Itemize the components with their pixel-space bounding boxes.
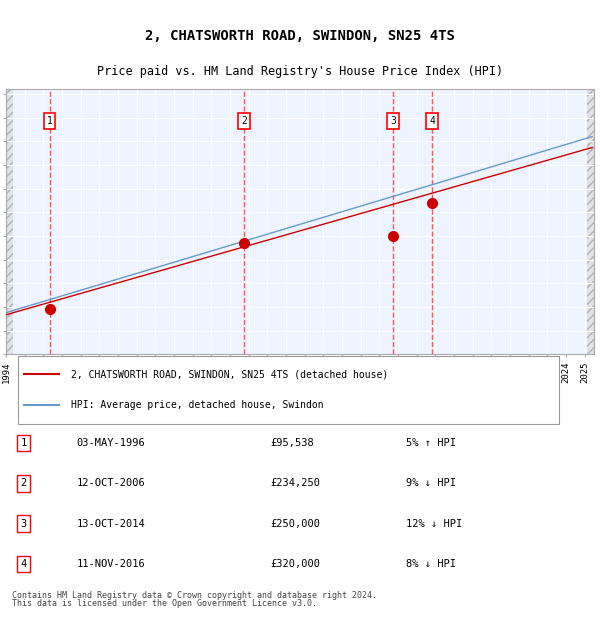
Text: 3: 3 (391, 116, 396, 126)
Text: 2, CHATSWORTH ROAD, SWINDON, SN25 4TS: 2, CHATSWORTH ROAD, SWINDON, SN25 4TS (145, 29, 455, 43)
FancyBboxPatch shape (18, 356, 559, 423)
Text: 8% ↓ HPI: 8% ↓ HPI (406, 559, 456, 569)
Text: Price paid vs. HM Land Registry's House Price Index (HPI): Price paid vs. HM Land Registry's House … (97, 64, 503, 78)
Bar (587, 89, 595, 354)
Text: £234,250: £234,250 (271, 479, 320, 489)
Text: 12-OCT-2006: 12-OCT-2006 (77, 479, 145, 489)
Text: 1: 1 (20, 438, 27, 448)
Text: 4: 4 (20, 559, 27, 569)
Text: 9% ↓ HPI: 9% ↓ HPI (406, 479, 456, 489)
Text: 2: 2 (241, 116, 247, 126)
Text: Contains HM Land Registry data © Crown copyright and database right 2024.: Contains HM Land Registry data © Crown c… (12, 591, 377, 600)
Text: 2, CHATSWORTH ROAD, SWINDON, SN25 4TS (detached house): 2, CHATSWORTH ROAD, SWINDON, SN25 4TS (d… (71, 369, 388, 379)
Text: £250,000: £250,000 (271, 518, 320, 529)
Text: 5% ↑ HPI: 5% ↑ HPI (406, 438, 456, 448)
Text: £95,538: £95,538 (271, 438, 314, 448)
Text: 12% ↓ HPI: 12% ↓ HPI (406, 518, 462, 529)
Text: £320,000: £320,000 (271, 559, 320, 569)
Text: 3: 3 (20, 518, 27, 529)
Bar (6, 89, 13, 354)
Text: 11-NOV-2016: 11-NOV-2016 (77, 559, 145, 569)
Text: 03-MAY-1996: 03-MAY-1996 (77, 438, 145, 448)
Text: HPI: Average price, detached house, Swindon: HPI: Average price, detached house, Swin… (71, 401, 323, 410)
Text: 1: 1 (47, 116, 52, 126)
Text: 13-OCT-2014: 13-OCT-2014 (77, 518, 145, 529)
Text: This data is licensed under the Open Government Licence v3.0.: This data is licensed under the Open Gov… (12, 598, 317, 608)
Text: 4: 4 (429, 116, 435, 126)
Text: 2: 2 (20, 479, 27, 489)
